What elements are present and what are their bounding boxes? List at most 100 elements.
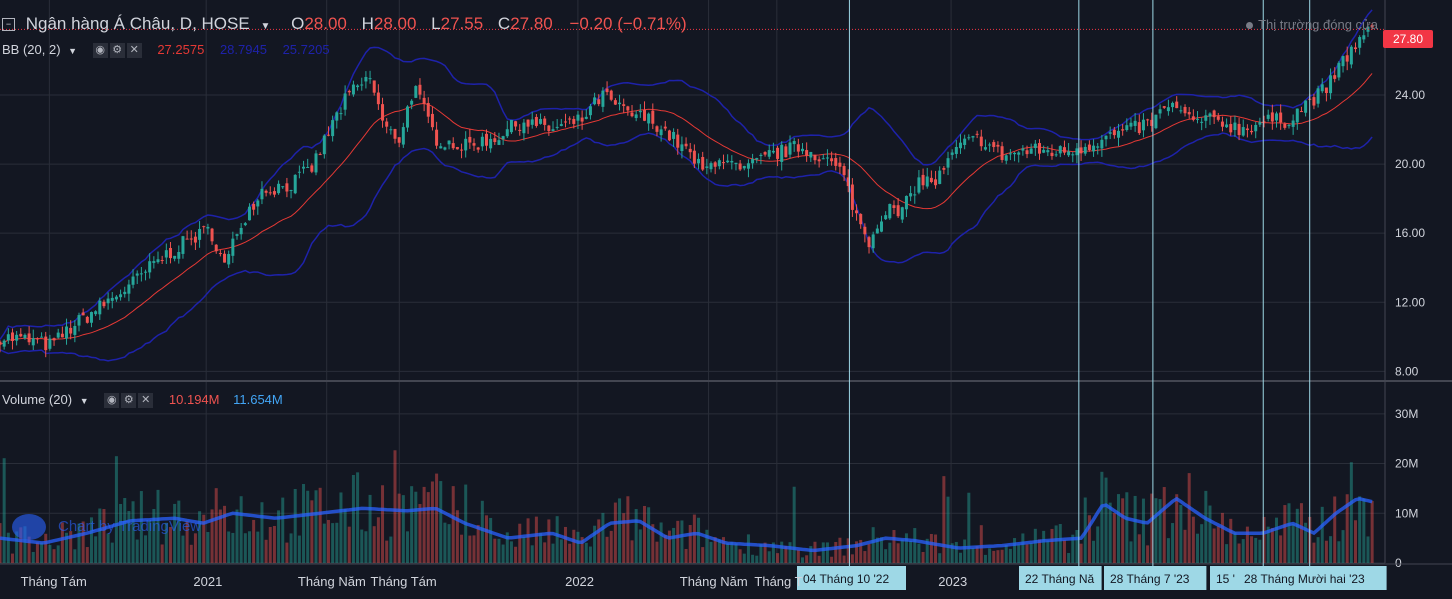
candle-body — [401, 127, 405, 145]
volume-bar — [372, 526, 376, 563]
candle-body — [988, 144, 992, 146]
candle-body — [1241, 127, 1245, 136]
volume-bar — [214, 488, 218, 563]
volume-visibility-icon[interactable]: ◉ — [104, 393, 120, 409]
crosshair-time-tag — [1238, 566, 1387, 590]
volume-remove-icon[interactable]: ✕ — [138, 393, 154, 409]
price-axis-tick-label: 24.00 — [1395, 88, 1425, 102]
candle-body — [193, 236, 197, 243]
volume-bar — [243, 533, 247, 563]
volume-bar — [967, 492, 971, 563]
volume-bar — [430, 481, 434, 563]
bb-visibility-icon[interactable]: ◉ — [92, 43, 108, 59]
volume-bar — [709, 541, 713, 563]
volume-bar — [988, 548, 992, 563]
volume-bar — [1287, 503, 1291, 563]
candle-body — [950, 152, 954, 155]
volume-bar — [1275, 517, 1279, 563]
volume-bar — [1038, 539, 1041, 563]
volume-bar — [1104, 477, 1108, 563]
candle-body — [568, 118, 572, 120]
candle-body — [1370, 25, 1374, 28]
bb-remove-icon[interactable]: ✕ — [126, 43, 142, 59]
volume-bar — [1291, 523, 1295, 563]
bb-dropdown-icon[interactable]: ▼ — [68, 46, 78, 56]
candle-body — [247, 206, 251, 221]
volume-bar — [950, 543, 954, 563]
candle-body — [52, 338, 56, 341]
ohlc-close-label: C — [497, 14, 511, 33]
candle-body — [651, 110, 655, 124]
candle-body — [6, 334, 10, 341]
candle-body — [838, 162, 842, 167]
candle-body — [376, 92, 380, 105]
collapse-icon[interactable]: − — [2, 18, 15, 32]
candle-body — [1129, 122, 1133, 127]
candle-body — [892, 205, 896, 209]
volume-bar — [800, 557, 804, 563]
volume-bar — [875, 537, 879, 563]
volume-bar — [751, 554, 755, 563]
volume-bar — [755, 555, 759, 563]
candle-body — [846, 177, 850, 187]
volume-dropdown-icon[interactable]: ▼ — [79, 396, 89, 406]
volume-bar — [1270, 528, 1274, 563]
volume-bar — [468, 535, 472, 563]
candle-body — [800, 148, 804, 152]
candle-body — [605, 88, 609, 93]
candle-body — [272, 191, 276, 195]
volume-axis-tick-label: 0 — [1395, 556, 1402, 570]
volume-bar — [331, 523, 335, 563]
volume-bar — [601, 512, 605, 563]
volume-settings-icon[interactable]: ⚙ — [121, 393, 137, 409]
ohlc-low-label: L — [431, 14, 441, 33]
candle-body — [780, 144, 784, 162]
candle-body — [584, 116, 588, 119]
candle-body — [967, 137, 971, 139]
bb-label[interactable]: BB (20, 2) — [2, 42, 61, 57]
candle-body — [946, 158, 950, 168]
volume-bar — [1137, 534, 1141, 563]
candle-body — [547, 125, 551, 132]
volume-bar — [351, 474, 355, 563]
candle-body — [879, 221, 883, 232]
volume-bar — [642, 505, 646, 563]
candle-body — [131, 276, 135, 285]
volume-bar — [867, 543, 871, 563]
volume-bar — [717, 539, 721, 563]
volume-label[interactable]: Volume (20) — [2, 392, 73, 407]
symbol-title[interactable]: Ngân hàng Á Châu, D, HOSE — [25, 14, 250, 33]
volume-bar — [493, 538, 497, 563]
candle-body — [1121, 129, 1125, 131]
candle-body — [934, 179, 938, 186]
candle-body — [94, 311, 98, 315]
candle-body — [776, 147, 780, 159]
candle-body — [318, 154, 322, 156]
candle-body — [430, 113, 434, 128]
volume-bar — [94, 536, 98, 563]
candle-body — [709, 163, 713, 170]
candle-body — [189, 238, 193, 240]
candle-body — [1220, 121, 1224, 127]
symbol-dropdown-icon[interactable]: ▼ — [260, 21, 271, 32]
volume-bar — [185, 521, 189, 563]
volume-bar — [713, 537, 717, 563]
bb-settings-icon[interactable]: ⚙ — [109, 43, 125, 59]
volume-bar — [272, 525, 276, 563]
candle-body — [289, 190, 293, 192]
volume-bar — [830, 556, 834, 563]
volume-bar — [593, 525, 597, 563]
volume-bar — [123, 498, 127, 563]
candle-body — [243, 223, 247, 226]
volume-bar — [405, 531, 409, 563]
candle-body — [1175, 101, 1179, 109]
candle-body — [98, 300, 102, 315]
candle-body — [588, 106, 592, 116]
candle-body — [1021, 148, 1025, 151]
volume-bar — [1087, 515, 1091, 563]
candle-body — [410, 100, 414, 105]
candle-body — [451, 143, 455, 149]
bb-basis-line — [0, 73, 1373, 346]
candle-body — [721, 162, 725, 164]
